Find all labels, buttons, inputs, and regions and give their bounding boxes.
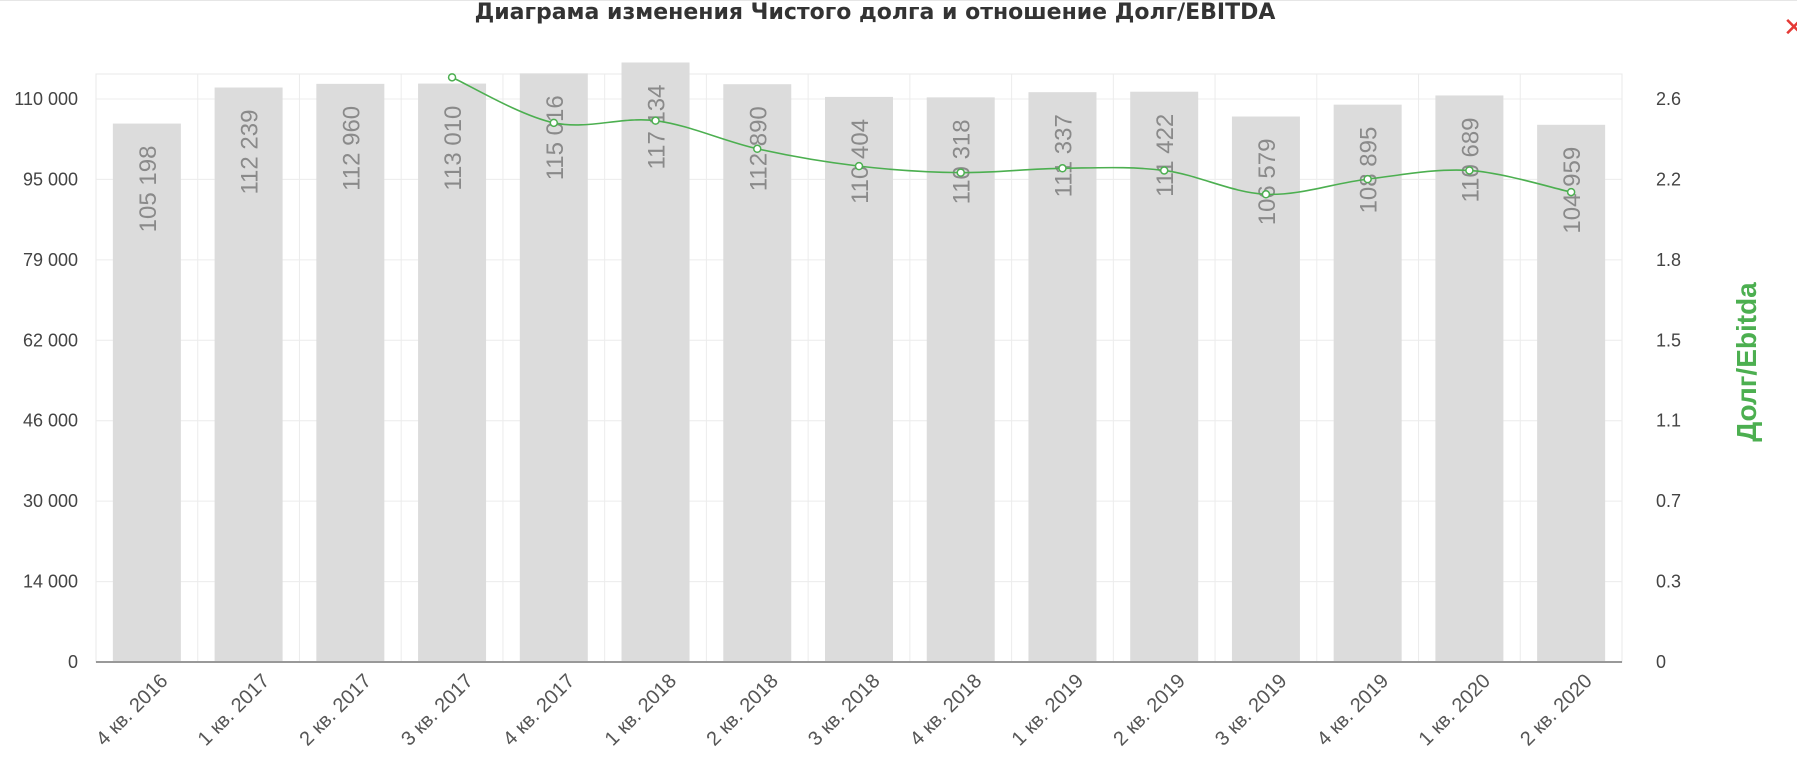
ratio-line — [447, 73, 1576, 199]
y-right-axis-title: Долг/Ebitda — [1731, 282, 1762, 442]
x-tick-label: 1 кв. 2018 — [601, 670, 681, 750]
bar-value-label: 110 404 — [847, 119, 874, 204]
y-right-tick-label: 2.2 — [1656, 169, 1681, 189]
x-tick-label: 3 кв. 2018 — [804, 670, 884, 750]
bar-value-label: 106 579 — [1254, 139, 1281, 226]
y-left-tick-label: 95 000 — [23, 169, 78, 189]
bar — [825, 96, 893, 662]
ratio-point — [1058, 164, 1067, 173]
bar — [316, 83, 385, 663]
bar — [519, 73, 588, 662]
x-tick-label: 1 кв. 2020 — [1415, 670, 1495, 750]
y-left-tick-label: 0 — [68, 652, 78, 672]
bars: 105 198 112 239 112 960 113 010 115 016 117 1… — [112, 62, 1606, 663]
bar — [621, 62, 690, 663]
x-tick-label: 2 кв. 2019 — [1109, 670, 1189, 750]
ratio-point — [956, 168, 965, 177]
ratio-point — [549, 118, 559, 128]
ratio-point — [447, 73, 457, 82]
y-right-tick-label: 0.7 — [1656, 491, 1681, 511]
bar — [1537, 124, 1606, 662]
ratio-point — [753, 144, 762, 154]
close-icon[interactable]: ✕ — [1783, 14, 1797, 42]
ratio-line-path — [451, 76, 1572, 196]
bar — [418, 83, 487, 662]
x-tick-label: 2 кв. 2018 — [702, 670, 782, 750]
bar — [723, 84, 792, 663]
ratio-point — [1566, 187, 1576, 197]
ratio-point — [1363, 174, 1372, 184]
bar — [112, 123, 181, 662]
bar — [926, 97, 995, 662]
ratio-point — [1465, 166, 1474, 175]
bar-value-label: 117 134 — [644, 84, 671, 169]
bar-value-label: 105 198 — [135, 146, 162, 233]
bar-value-label: 113 010 — [440, 106, 467, 191]
bar-value-label: 110 318 — [949, 119, 976, 204]
bar-value-label: 110 689 — [1457, 117, 1484, 202]
x-tick-label: 4 кв. 2019 — [1313, 670, 1393, 750]
x-tick-label: 4 кв. 2016 — [92, 670, 172, 750]
x-tick-label: 2 кв. 2017 — [295, 670, 375, 750]
bar — [1130, 91, 1199, 663]
bar-value-label: 108 895 — [1356, 127, 1383, 214]
top-divider — [0, 0, 1797, 1]
y-left-tick-label: 30 000 — [23, 491, 78, 511]
y-right-tick-label: 0 — [1656, 652, 1666, 672]
x-tick-label: 3 кв. 2017 — [397, 670, 477, 750]
ratio-point — [854, 161, 864, 171]
y-left-tick-label: 46 000 — [23, 411, 78, 431]
bar-value-label: 112 960 — [338, 106, 365, 191]
y-right-tick-label: 0.3 — [1656, 572, 1681, 592]
ratio-point — [1261, 190, 1271, 199]
x-tick-label: 1 кв. 2019 — [1008, 670, 1088, 750]
y-right-tick-label: 1.5 — [1656, 330, 1681, 350]
y-right-tick-label: 2.6 — [1656, 89, 1681, 109]
y-left-tick-label: 62 000 — [23, 330, 78, 350]
y-right-tick-label: 1.1 — [1656, 411, 1681, 431]
chart-title: Диаграма изменения Чистого долга и отнош… — [474, 0, 1276, 25]
bar-value-label: 111 337 — [1050, 114, 1077, 197]
bar — [214, 87, 283, 662]
bar — [1231, 116, 1300, 663]
bar — [1028, 92, 1097, 663]
y-right-tick-label: 1.8 — [1656, 250, 1681, 270]
bar-value-label: 112 239 — [237, 110, 264, 195]
x-tick-label: 1 кв. 2017 — [194, 670, 274, 750]
x-tick-label: 3 кв. 2019 — [1211, 670, 1291, 750]
y-left-tick-label: 110 000 — [14, 89, 78, 109]
y-left-tick-label: 79 000 — [23, 250, 78, 270]
ratio-point — [1159, 166, 1169, 175]
x-tick-label: 4 кв. 2017 — [499, 670, 579, 750]
bar — [1435, 95, 1504, 662]
ratio-point — [651, 116, 660, 125]
bar-value-label: 111 422 — [1152, 114, 1179, 197]
x-tick-label: 4 кв. 2018 — [906, 670, 986, 750]
y-left-tick-label: 14 000 — [23, 572, 78, 592]
bar-value-label: 115 016 — [542, 95, 569, 180]
bar — [1333, 104, 1402, 663]
x-tick-label: 2 кв. 2020 — [1516, 670, 1596, 750]
